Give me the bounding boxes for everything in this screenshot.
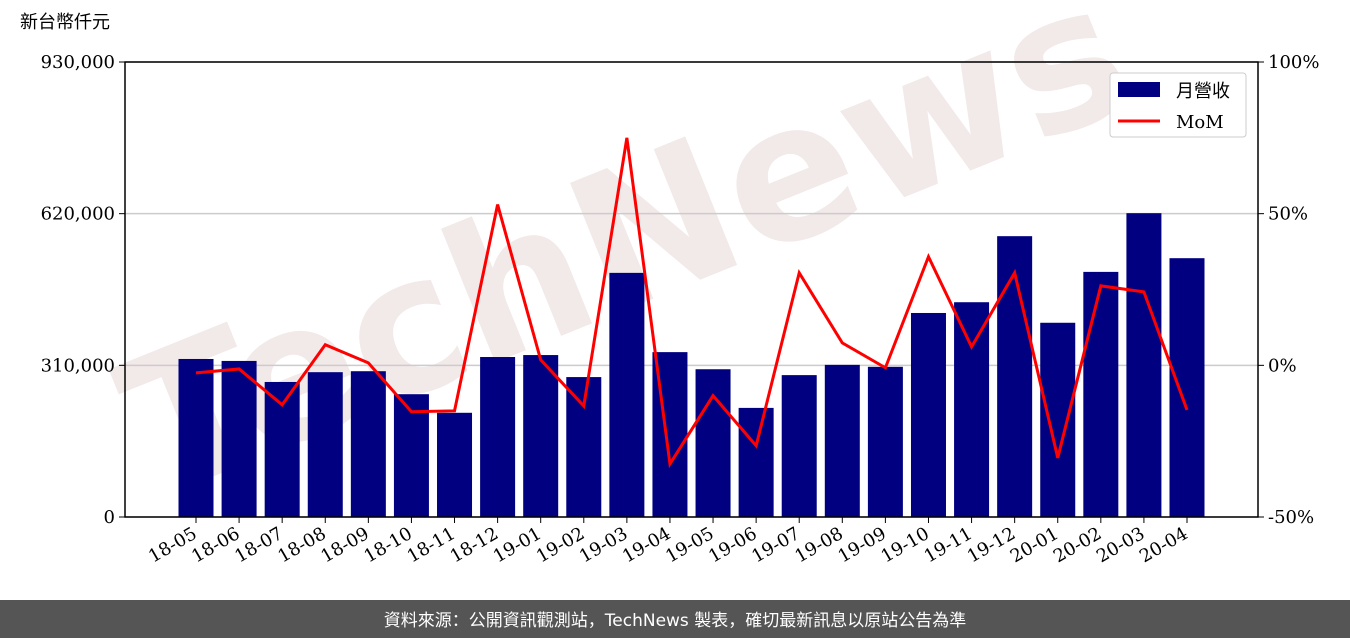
bar (350, 371, 386, 517)
x-tick-label: 19-10 (878, 523, 933, 567)
bar (307, 372, 343, 517)
legend-swatch (1118, 82, 1160, 97)
footer: 資料來源：公開資訊觀測站，TechNews 製表，確切最新訊息以原站公告為準 (384, 611, 966, 631)
x-tick-label: 19-06 (705, 523, 760, 567)
x-tick-label: 18-08 (274, 523, 329, 567)
plot-frame (124, 61, 1259, 518)
y-axis-label: 新台幣仟元 (20, 12, 110, 33)
bar (1083, 271, 1119, 517)
x-tick-label: 19-08 (791, 523, 846, 567)
line (195, 137, 1189, 469)
bar (738, 407, 774, 517)
y-tick-label: 930,000 (41, 52, 115, 73)
bar (1040, 322, 1076, 517)
x-tick-label: 19-07 (748, 523, 803, 567)
x-tick-label: 18-11 (404, 523, 459, 567)
bar (824, 364, 860, 517)
bar (954, 302, 990, 517)
x-tick-label: 18-09 (317, 523, 372, 567)
x-tick-label: 20-04 (1136, 523, 1191, 567)
bar (221, 360, 257, 517)
x-tick-label: 18-10 (360, 523, 415, 567)
x-tick-label: 19-12 (964, 523, 1019, 567)
y2-tick-label: 0% (1268, 355, 1297, 376)
bar (609, 272, 645, 517)
x-tick-label: 19-01 (490, 523, 545, 567)
bar (480, 357, 516, 517)
x-tick-label: 19-05 (662, 523, 717, 567)
bar (523, 355, 559, 517)
x-tick-label: 18-07 (231, 523, 286, 567)
bar (997, 236, 1033, 517)
x-tick-label: 19-03 (576, 523, 631, 567)
y-tick-label: 310,000 (41, 355, 115, 376)
y2-tick-label: -50% (1268, 507, 1314, 528)
x-tick-label: 20-03 (1093, 523, 1148, 567)
y-tick-label: 0 (104, 507, 115, 528)
bar (1126, 213, 1162, 517)
bar (910, 312, 946, 517)
y-tick-label: 620,000 (41, 204, 115, 225)
x-tick-label: 19-09 (834, 523, 889, 567)
footer-bar (0, 600, 1350, 638)
bar (867, 366, 903, 517)
bar (393, 394, 429, 517)
x-tick-label: 20-01 (1007, 523, 1062, 567)
x-tick-label: 20-02 (1050, 523, 1105, 567)
legend-label: 月營收 (1176, 81, 1230, 102)
bar (695, 369, 731, 517)
bar (178, 358, 214, 517)
y2-tick-label: 50% (1268, 204, 1308, 225)
x-tick-label: 19-04 (619, 523, 674, 567)
y2-tick-label: 100% (1268, 52, 1319, 73)
x-tick-label: 18-12 (447, 523, 502, 567)
bar (1169, 258, 1205, 517)
x-tick-label: 19-11 (921, 523, 976, 567)
bar (437, 412, 473, 517)
legend-label: MoM (1176, 112, 1224, 133)
bar (781, 375, 817, 517)
x-tick-label: 19-02 (533, 523, 588, 567)
